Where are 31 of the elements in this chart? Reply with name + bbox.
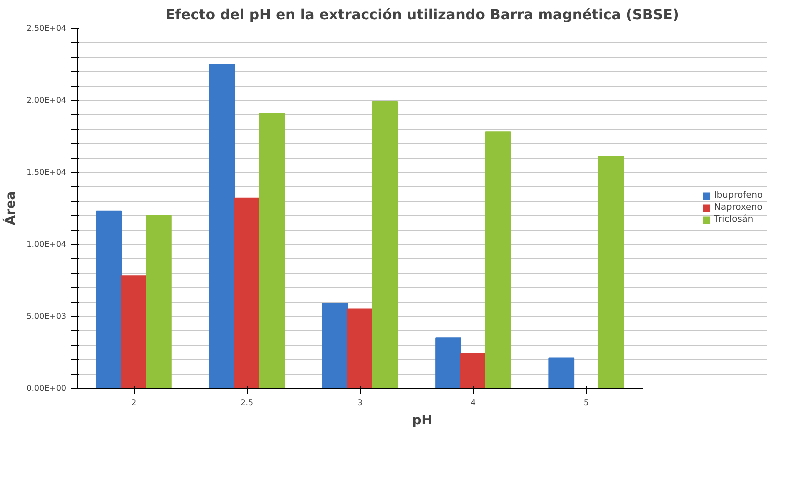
bar [347, 308, 374, 388]
x-tick-label: 5 [584, 398, 590, 408]
legend-label: Ibuprofeno [714, 191, 763, 201]
y-tick-label: 5.00E+03 [26, 312, 66, 321]
y-tick-label: 1.00E+04 [26, 240, 66, 249]
bar [460, 353, 486, 388]
bar [259, 112, 285, 388]
y-tick-label: 2.00E+04 [26, 96, 66, 105]
bar [372, 101, 398, 388]
legend-label: Naproxeno [714, 203, 763, 213]
y-axis-title: Área [2, 191, 19, 226]
bar [121, 276, 147, 388]
x-axis-title: pH [412, 414, 433, 428]
x-tick-label: 2.5 [240, 398, 254, 408]
bar [485, 132, 512, 388]
y-tick-label: 1.50E+04 [26, 168, 66, 177]
y-tick-label: 2.50E+04 [26, 24, 66, 33]
bar [322, 303, 348, 388]
bar [209, 64, 236, 388]
bar [548, 358, 575, 388]
bar [436, 338, 462, 388]
x-tick-label: 3 [358, 398, 363, 408]
bar [598, 156, 624, 388]
y-tick-label: 0.00E+00 [26, 384, 66, 393]
bar [96, 210, 122, 388]
x-tick-label: 4 [470, 398, 476, 408]
x-tick-label: 2 [132, 398, 137, 408]
legend-label: Triclosán [714, 215, 754, 225]
bar [234, 198, 260, 388]
bar [146, 215, 172, 388]
chart-title: Efecto del pH en la extracción utilizando Barra magnética (SBSE) [166, 8, 680, 24]
